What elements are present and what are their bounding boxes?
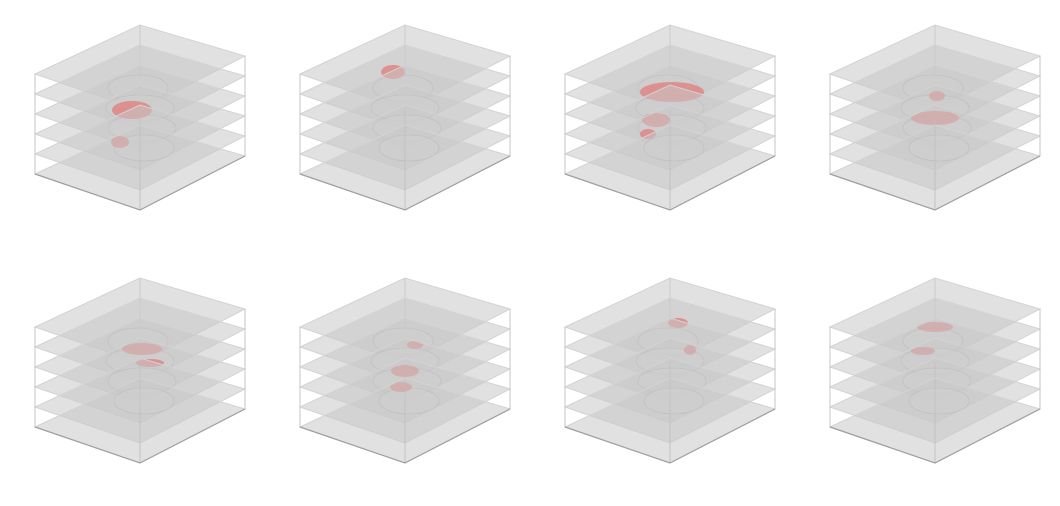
- slice-stack: [828, 277, 1042, 464]
- volume-base-edge: [299, 155, 511, 211]
- volume-base-edge: [34, 155, 246, 211]
- volume-base-edge: [829, 155, 1041, 211]
- volume-panel: [0, 253, 265, 506]
- slice-stack: [33, 24, 247, 211]
- volume-panel: [795, 253, 1060, 506]
- volume-base-edge: [299, 408, 511, 464]
- slice-stack: [33, 277, 247, 464]
- volume-panel: [530, 253, 795, 506]
- slice-stack: [563, 277, 777, 464]
- volume-base-edge: [564, 155, 776, 211]
- volume-panel: [530, 0, 795, 253]
- slice-stack: [828, 24, 1042, 211]
- volume-panel: [265, 253, 530, 506]
- volume-base-edge: [34, 408, 246, 464]
- volume-base-edge: [829, 408, 1041, 464]
- volume-panel: [265, 0, 530, 253]
- volume-panel: [0, 0, 265, 253]
- slice-stack: [563, 24, 777, 211]
- slice-stack: [298, 277, 512, 464]
- slice-stack: [298, 24, 512, 211]
- volume-panel: [795, 0, 1060, 253]
- volume-base-edge: [564, 408, 776, 464]
